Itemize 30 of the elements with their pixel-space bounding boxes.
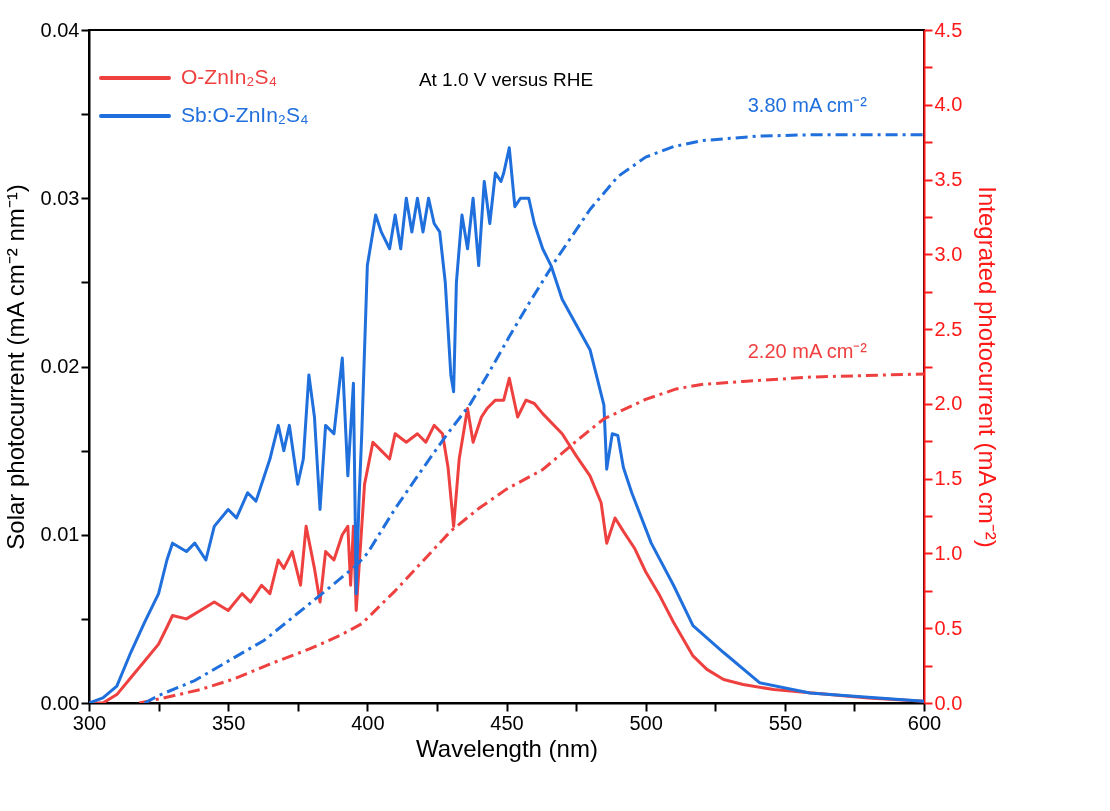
y-tick-label: 0.02 [40,355,80,377]
x-tick-label: 350 [211,711,246,734]
y-axis-title: Solar photocurrent (mA cm⁻² nm⁻¹) [1,184,29,550]
x-tick-label: 300 [72,711,107,734]
y2-tick-label: 0.5 [934,616,963,639]
y2-tick-label: 3.5 [934,168,963,191]
x-axis-title: Wavelength (nm) [416,734,598,762]
annotation: At 1.0 V versus RHE [418,69,594,90]
x-tick-label: 550 [768,711,803,734]
y2-tick-label: 0.0 [934,691,963,714]
y-tick-label: 0.03 [40,186,80,209]
y2-tick-label: 2.5 [934,317,963,340]
y2-tick-label: 2.0 [934,392,963,415]
y2-axis-title: Integrated photocurrent (mA cm⁻²) [974,186,1002,548]
y-tick-label: 0.01 [40,523,80,546]
x-tick-label: 600 [907,711,942,734]
y-tick-label: 0.00 [40,691,80,714]
legend-label: O-ZnIn₂S₄ [181,65,278,88]
y-tick-label: 0.04 [40,18,80,41]
y2-tick-label: 1.0 [934,541,963,564]
y2-tick-label: 3.0 [934,242,963,265]
x-tick-label: 500 [629,711,663,734]
y2-tick-label: 4.5 [934,18,963,41]
legend-label: Sb:O-ZnIn₂S₄ [181,103,309,126]
annotation: 3.80 mA cm⁻² [747,94,868,116]
x-tick-label: 400 [351,711,385,734]
annotation: 2.20 mA cm⁻² [747,340,868,362]
x-tick-label: 450 [490,711,524,734]
y2-tick-label: 1.5 [934,467,963,490]
y2-tick-label: 4.0 [934,93,963,116]
